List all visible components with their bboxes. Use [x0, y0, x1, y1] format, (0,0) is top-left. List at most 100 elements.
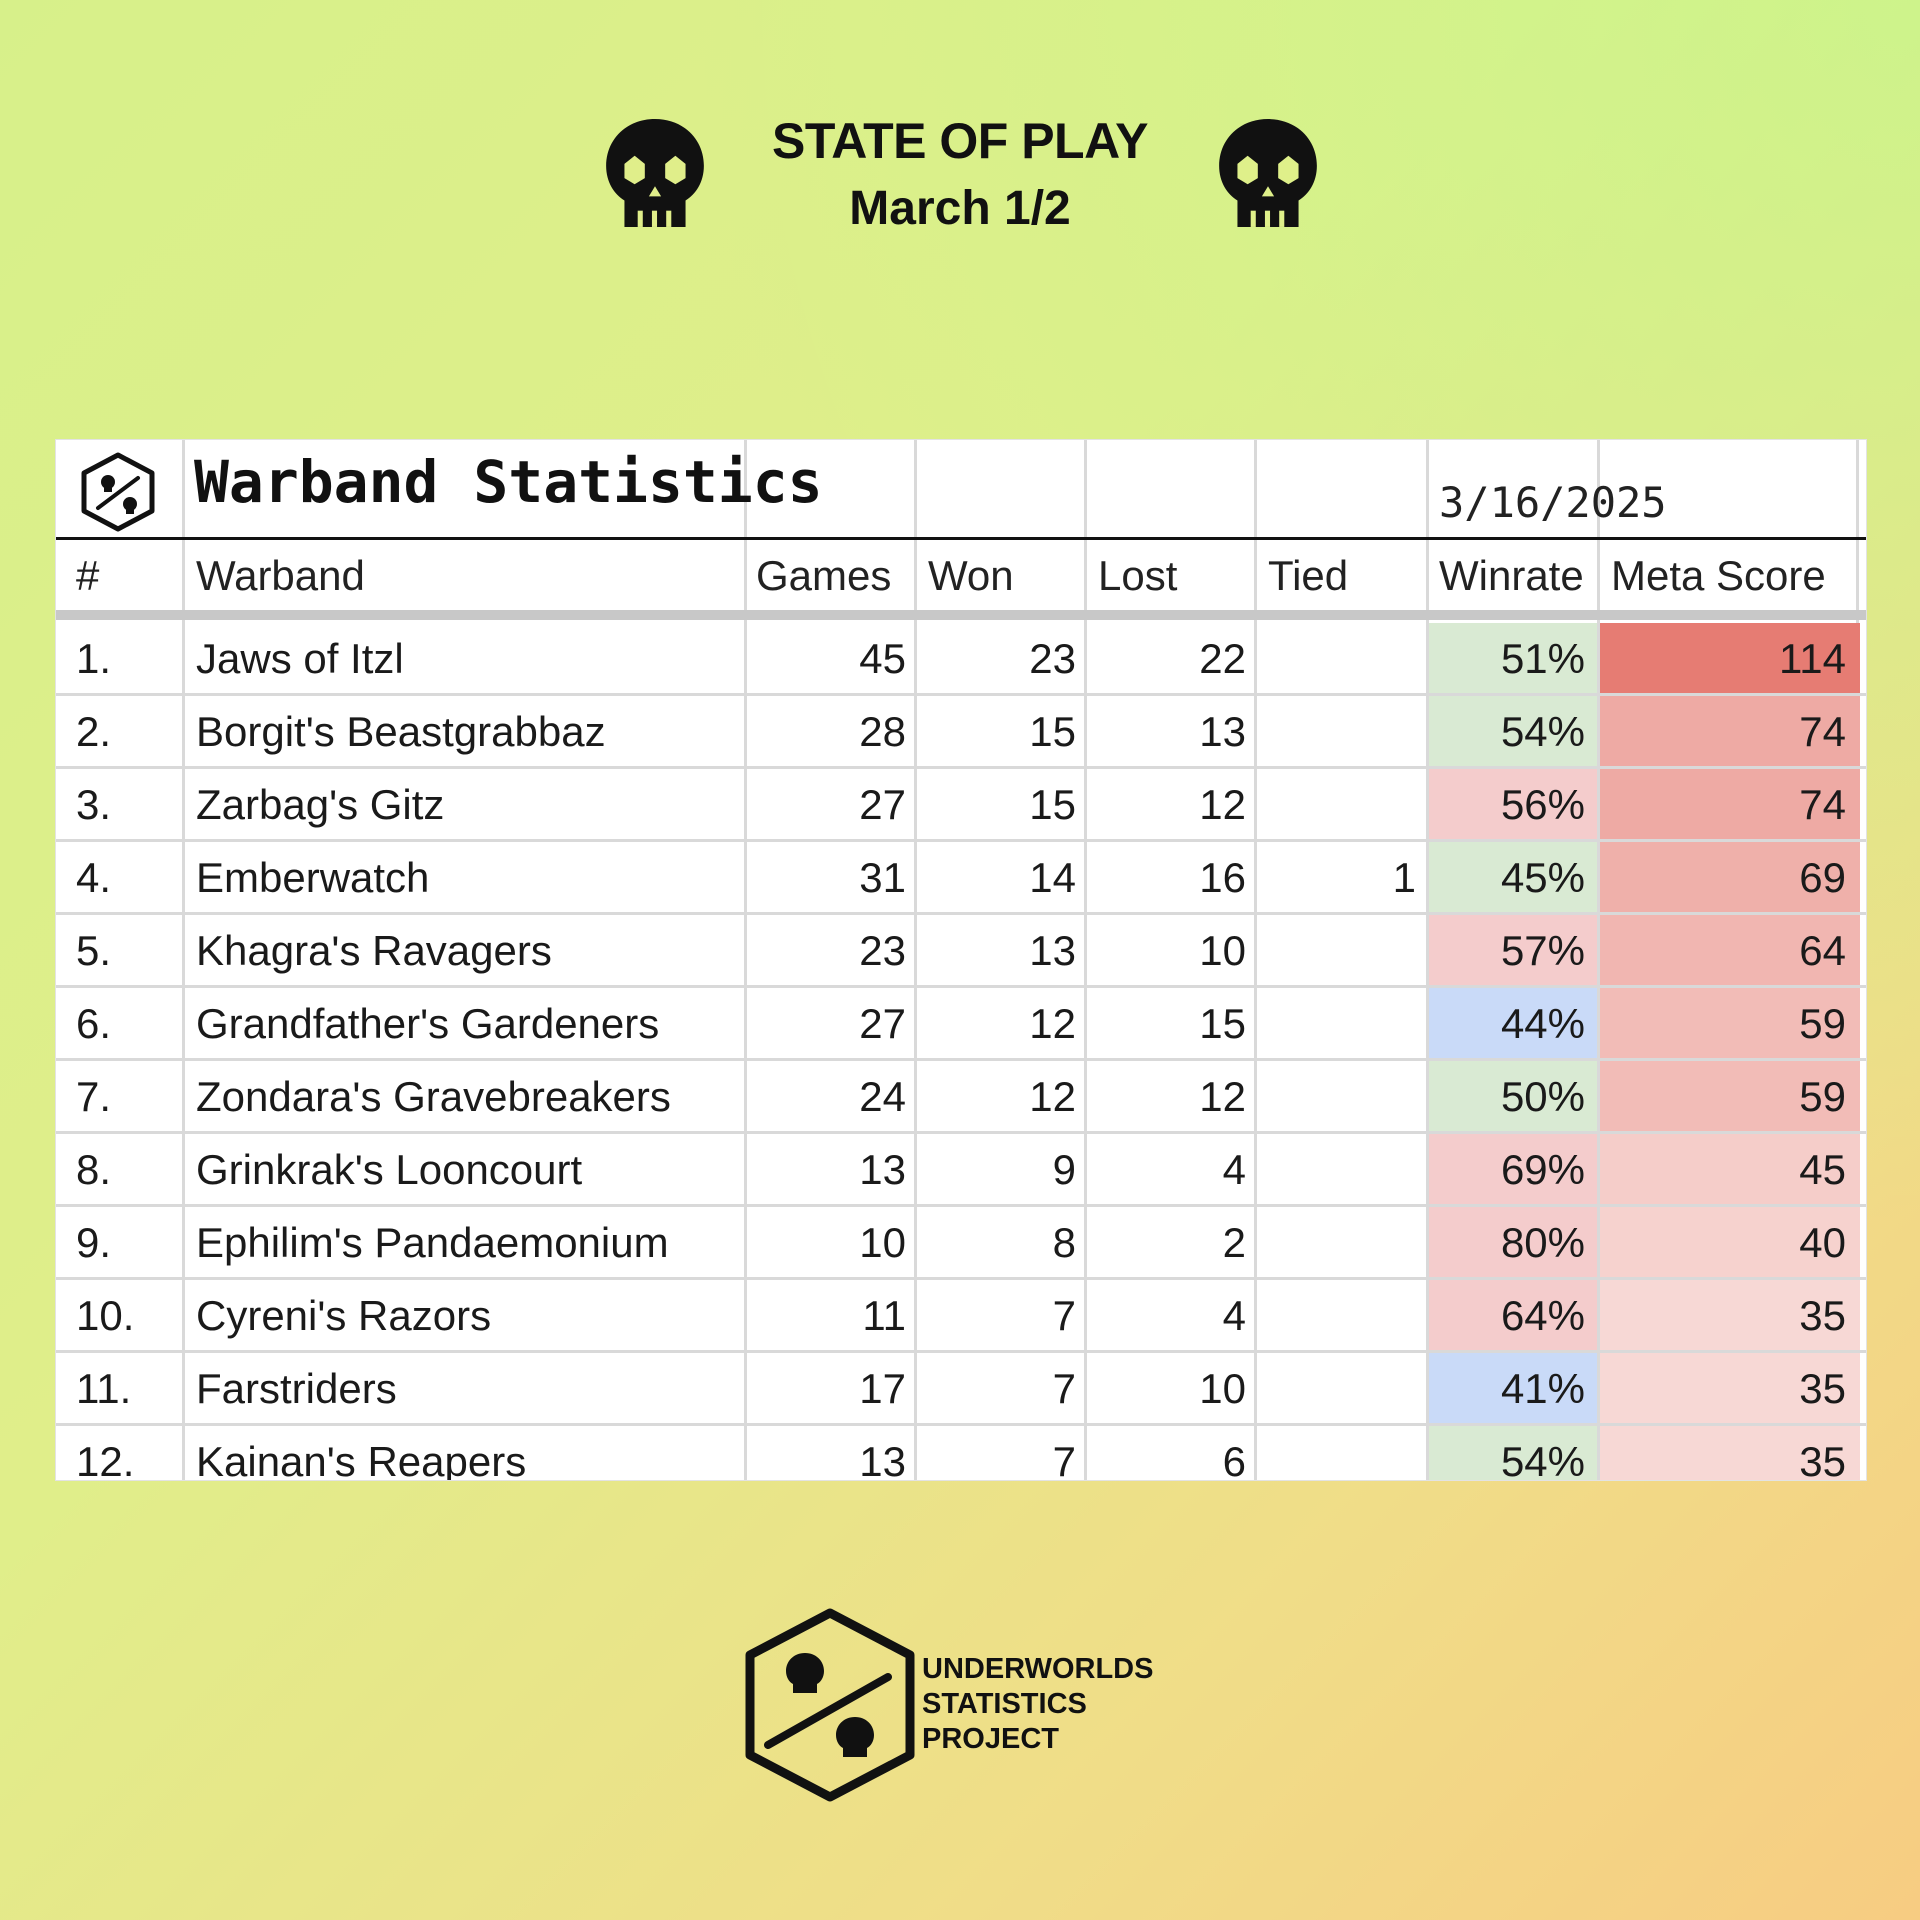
cell-lost: 13: [1199, 708, 1246, 755]
cell-meta-score: 45: [1600, 1134, 1860, 1204]
cell-rank: 2.: [76, 708, 112, 755]
column-header-meta-score: Meta Score: [1611, 552, 1826, 599]
cell-tied: [1256, 988, 1416, 1058]
cell-winrate: 57%: [1429, 915, 1597, 985]
cell-winrate: 54%: [1429, 696, 1597, 766]
cell-won: 12: [1029, 1073, 1076, 1120]
sheet-title: Warband Statistics: [194, 448, 823, 516]
cell-won: 13: [1029, 927, 1076, 974]
cell-winrate: 69%: [1429, 1134, 1597, 1204]
column-divider: [182, 440, 185, 1480]
table-row: 9. Ephilim's Pandaemonium 10 8 2 80% 40: [56, 1207, 1866, 1280]
cell-meta-score: 35: [1600, 1426, 1860, 1480]
cell-winrate: 50%: [1429, 1061, 1597, 1131]
cell-lost: 16: [1199, 854, 1246, 901]
column-header-games: Games: [756, 552, 892, 599]
cell-warband: Zarbag's Gitz: [196, 781, 445, 828]
column-header-won: Won: [928, 552, 1014, 599]
cell-won: 15: [1029, 781, 1076, 828]
cell-games: 24: [859, 1073, 906, 1120]
cell-winrate: 41%: [1429, 1353, 1597, 1423]
cell-lost: 12: [1199, 1073, 1246, 1120]
sheet-date: 3/16/2025: [1439, 478, 1667, 527]
cell-warband: Grandfather's Gardeners: [196, 1000, 660, 1047]
cell-games: 23: [859, 927, 906, 974]
cell-lost: 6: [1222, 1438, 1246, 1480]
cell-tied: [1256, 696, 1416, 766]
cell-winrate: 44%: [1429, 988, 1597, 1058]
cell-tied: [1256, 1426, 1416, 1480]
column-header-rank: #: [76, 552, 100, 599]
cell-meta-score: 35: [1600, 1280, 1860, 1350]
cell-meta-score: 64: [1600, 915, 1860, 985]
footer-line-2: STATISTICS: [922, 1688, 1087, 1720]
cell-meta-score: 74: [1600, 769, 1860, 839]
cell-games: 13: [859, 1438, 906, 1480]
cell-games: 10: [859, 1219, 906, 1266]
cell-lost: 12: [1199, 781, 1246, 828]
cell-tied: [1256, 1134, 1416, 1204]
cell-rank: 10.: [76, 1292, 135, 1339]
column-divider: [1254, 440, 1257, 1480]
cell-winrate: 45%: [1429, 842, 1597, 912]
cell-warband: Grinkrak's Looncourt: [196, 1146, 583, 1193]
cell-won: 7: [1052, 1292, 1076, 1339]
cell-rank: 5.: [76, 927, 112, 974]
cell-warband: Cyreni's Razors: [196, 1292, 492, 1339]
cell-lost: 15: [1199, 1000, 1246, 1047]
cell-meta-score: 69: [1600, 842, 1860, 912]
table-row: 8. Grinkrak's Looncourt 13 9 4 69% 45: [56, 1134, 1866, 1207]
table-row: 6. Grandfather's Gardeners 27 12 15 44% 59: [56, 988, 1866, 1061]
cell-tied: [1256, 915, 1416, 985]
cell-games: 11: [862, 1292, 906, 1339]
footer-line-1: UNDERWORLDS: [922, 1653, 1154, 1685]
hexagon-logo-icon: [81, 452, 155, 532]
table-row: 5. Khagra's Ravagers 23 13 10 57% 64: [56, 915, 1866, 988]
cell-games: 13: [859, 1146, 906, 1193]
skull-icon: [606, 119, 704, 227]
cell-warband: Kainan's Reapers: [196, 1438, 527, 1480]
cell-tied: [1256, 1280, 1416, 1350]
footer-brand-text: UNDERWORLDS STATISTICS PROJECT: [922, 1652, 1242, 1757]
cell-warband: Ephilim's Pandaemonium: [196, 1219, 669, 1266]
cell-meta-score: 114: [1600, 623, 1860, 693]
cell-winrate: 64%: [1429, 1280, 1597, 1350]
cell-won: 7: [1052, 1438, 1076, 1480]
cell-winrate: 80%: [1429, 1207, 1597, 1277]
cell-rank: 3.: [76, 781, 112, 828]
cell-meta-score: 59: [1600, 1061, 1860, 1131]
cell-warband: Borgit's Beastgrabbaz: [196, 708, 606, 755]
cell-won: 7: [1052, 1365, 1076, 1412]
cell-lost: 4: [1222, 1146, 1246, 1193]
page-subtitle: March 1/2: [849, 182, 1071, 235]
cell-won: 23: [1029, 635, 1076, 682]
column-header-lost: Lost: [1098, 552, 1178, 599]
page-header: STATE OF PLAY March 1/2: [0, 105, 1920, 250]
table-row: 1. Jaws of Itzl 45 23 22 51% 114: [56, 623, 1866, 696]
cell-won: 14: [1029, 854, 1076, 901]
cell-lost: 4: [1222, 1292, 1246, 1339]
column-header-winrate: Winrate: [1439, 552, 1584, 599]
underworlds-logo-icon: [745, 1608, 915, 1802]
table-row: 7. Zondara's Gravebreakers 24 12 12 50% 59: [56, 1061, 1866, 1134]
sheet-title-row: Warband Statistics 3/16/2025: [56, 440, 1866, 540]
cell-rank: 1.: [76, 635, 112, 682]
column-divider: [1597, 440, 1600, 1480]
cell-meta-score: 35: [1600, 1353, 1860, 1423]
header-separator: [56, 610, 1866, 620]
cell-rank: 6.: [76, 1000, 112, 1047]
cell-winrate: 54%: [1429, 1426, 1597, 1480]
cell-lost: 22: [1199, 635, 1246, 682]
cell-rank: 4.: [76, 854, 112, 901]
cell-winrate: 51%: [1429, 623, 1597, 693]
footer-line-3: PROJECT: [922, 1723, 1059, 1755]
cell-warband: Jaws of Itzl: [196, 635, 404, 682]
table-row: 11. Farstriders 17 7 10 41% 35: [56, 1353, 1866, 1426]
column-divider: [1084, 440, 1087, 1480]
cell-rank: 7.: [76, 1073, 112, 1120]
column-divider: [1426, 440, 1429, 1480]
cell-lost: 2: [1222, 1219, 1246, 1266]
cell-rank: 9.: [76, 1219, 112, 1266]
cell-tied: [1256, 1061, 1416, 1131]
cell-warband: Khagra's Ravagers: [196, 927, 552, 974]
